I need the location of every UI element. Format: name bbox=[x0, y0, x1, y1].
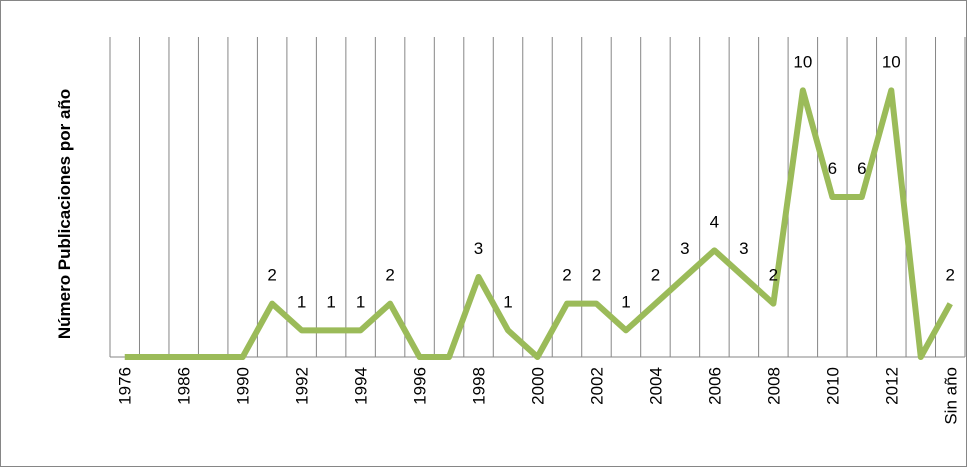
data-label: 2 bbox=[267, 266, 276, 285]
x-tick-label: 1998 bbox=[470, 367, 489, 405]
x-tick-label: 2000 bbox=[529, 367, 548, 405]
data-label: 6 bbox=[857, 159, 866, 178]
data-label: 1 bbox=[326, 292, 335, 311]
x-tick-label: 1994 bbox=[352, 367, 371, 405]
x-tick-label: 2006 bbox=[705, 367, 724, 405]
data-label: 10 bbox=[793, 52, 812, 71]
data-label: 6 bbox=[828, 159, 837, 178]
data-label: 2 bbox=[562, 266, 571, 285]
data-label: 3 bbox=[474, 239, 483, 258]
x-tick-label: 2002 bbox=[587, 367, 606, 405]
data-label: 1 bbox=[297, 292, 306, 311]
y-axis-label: Número Publicaciones por año bbox=[55, 89, 74, 339]
x-tick-label: 1996 bbox=[411, 367, 430, 405]
x-tick-label: 2012 bbox=[882, 367, 901, 405]
data-label: 2 bbox=[769, 266, 778, 285]
data-label: 3 bbox=[680, 239, 689, 258]
x-tick-label: 2004 bbox=[646, 367, 665, 405]
x-tick-label: 1992 bbox=[293, 367, 312, 405]
data-label: 1 bbox=[503, 292, 512, 311]
x-tick-label: 1986 bbox=[175, 367, 194, 405]
data-label: 4 bbox=[710, 212, 719, 231]
x-tick-label: Sin año bbox=[941, 367, 960, 425]
data-label: 3 bbox=[739, 239, 748, 258]
x-tick-label: 2008 bbox=[764, 367, 783, 405]
data-label: 1 bbox=[356, 292, 365, 311]
x-tick-label: 1990 bbox=[234, 367, 253, 405]
data-label: 1 bbox=[621, 292, 630, 311]
data-line bbox=[124, 87, 953, 360]
data-label: 2 bbox=[592, 266, 601, 285]
data-label: 2 bbox=[385, 266, 394, 285]
x-tick-label: 2010 bbox=[823, 367, 842, 405]
data-label: 10 bbox=[882, 52, 901, 71]
x-tick-label: 1976 bbox=[116, 367, 135, 405]
data-label: 2 bbox=[946, 266, 955, 285]
data-label: 2 bbox=[651, 266, 660, 285]
